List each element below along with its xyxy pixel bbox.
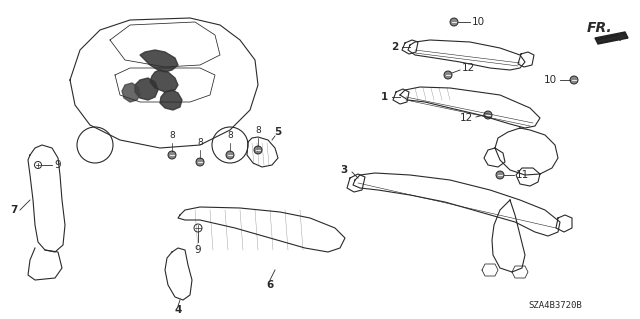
Text: 4: 4 <box>174 305 182 315</box>
Text: 6: 6 <box>266 280 274 290</box>
Circle shape <box>196 158 204 166</box>
Polygon shape <box>122 83 140 102</box>
Text: 11: 11 <box>516 170 529 180</box>
Text: 3: 3 <box>340 165 348 175</box>
Circle shape <box>570 76 578 84</box>
Text: 9: 9 <box>54 160 61 170</box>
Text: 8: 8 <box>255 126 261 135</box>
Text: 9: 9 <box>195 245 202 255</box>
Text: 12: 12 <box>460 113 473 123</box>
Text: 10: 10 <box>544 75 557 85</box>
Circle shape <box>484 111 492 119</box>
Circle shape <box>444 71 452 79</box>
Text: SZA4B3720B: SZA4B3720B <box>528 300 582 309</box>
Text: 5: 5 <box>275 127 282 137</box>
Text: 2: 2 <box>391 42 398 52</box>
Circle shape <box>450 18 458 26</box>
Text: 12: 12 <box>462 63 476 73</box>
Circle shape <box>168 151 176 159</box>
Text: 7: 7 <box>11 205 18 215</box>
Polygon shape <box>150 70 178 92</box>
Text: FR.: FR. <box>587 21 613 35</box>
Polygon shape <box>140 50 178 72</box>
Polygon shape <box>135 78 158 100</box>
Polygon shape <box>160 90 182 110</box>
Circle shape <box>496 171 504 179</box>
Text: 8: 8 <box>227 131 233 140</box>
Polygon shape <box>595 32 628 44</box>
Text: 10: 10 <box>472 17 485 27</box>
Circle shape <box>254 146 262 154</box>
Text: 8: 8 <box>169 131 175 140</box>
Circle shape <box>226 151 234 159</box>
Text: 1: 1 <box>381 92 388 102</box>
Text: 8: 8 <box>197 138 203 147</box>
